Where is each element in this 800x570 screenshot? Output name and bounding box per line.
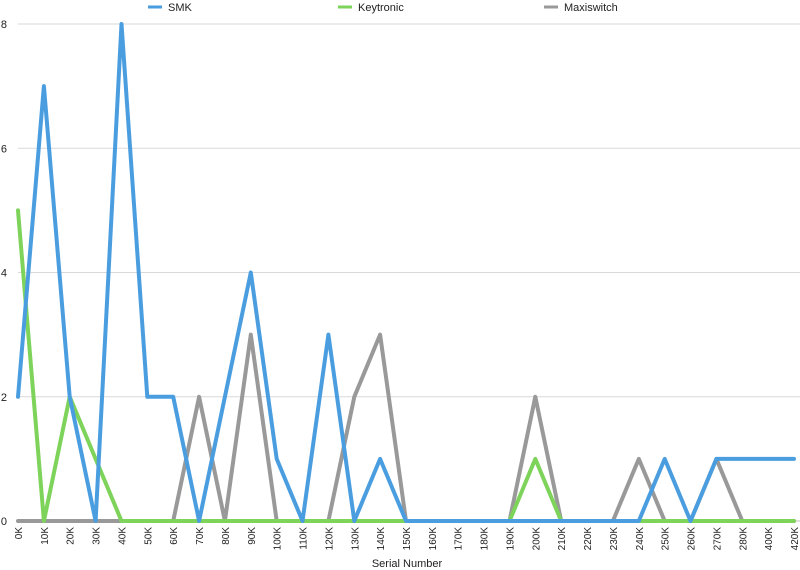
- y-tick-label: 8: [1, 19, 7, 31]
- x-tick-label: 170K: [454, 527, 465, 551]
- grid-lines: [18, 23, 800, 522]
- x-tick-label: 400K: [764, 527, 775, 551]
- x-tick-label: 90K: [247, 527, 258, 545]
- x-tick-label: 190K: [505, 527, 516, 551]
- y-tick-label: 2: [1, 392, 7, 404]
- x-tick-label: 50K: [143, 527, 154, 545]
- x-tick-label: 240K: [635, 527, 646, 551]
- y-tick-label: 0: [1, 516, 7, 528]
- x-tick-label: 120K: [324, 527, 335, 551]
- series-line-smk: [16, 22, 796, 523]
- x-tick-label: 80K: [221, 527, 232, 545]
- x-tick-label: 110K: [299, 527, 310, 550]
- x-tick-label: 280K: [738, 527, 749, 551]
- y-tick-label: 6: [1, 143, 7, 155]
- x-tick-label: 220K: [583, 527, 594, 551]
- y-axis-ticks: 0 2 4 6 8: [1, 19, 7, 528]
- x-tick-label: 40K: [117, 527, 128, 545]
- x-tick-label: 100K: [273, 527, 284, 551]
- x-tick-label: 210K: [557, 527, 568, 551]
- legend-label-maxiswitch: Maxiswitch: [564, 2, 618, 14]
- x-tick-label: 260K: [687, 527, 698, 551]
- x-tick-label: 60K: [169, 527, 180, 545]
- x-tick-label: 140K: [376, 527, 387, 551]
- legend: SMK Keytronic Maxiswitch: [148, 2, 618, 14]
- x-tick-label: 130K: [350, 527, 361, 551]
- x-tick-label: 20K: [66, 527, 77, 545]
- x-tick-label: 270K: [712, 527, 723, 551]
- x-axis-title: Serial Number: [372, 558, 443, 570]
- x-tick-label: 200K: [531, 527, 542, 551]
- series-lines: [16, 22, 796, 523]
- x-tick-label: 0K: [14, 527, 25, 540]
- x-tick-label: 150K: [402, 527, 413, 551]
- legend-label-smk: SMK: [168, 2, 193, 14]
- x-tick-label: 420K: [790, 527, 800, 551]
- x-tick-label: 30K: [92, 527, 103, 545]
- x-tick-label: 70K: [195, 527, 206, 545]
- legend-label-keytronic: Keytronic: [358, 2, 404, 14]
- x-axis-ticks: 0K 10K 20K 30K 40K 50K 60K 70K 80K 90K 100K 110K 120…: [14, 527, 800, 551]
- x-tick-label: 230K: [609, 527, 620, 551]
- y-tick-label: 4: [1, 268, 7, 280]
- series-line-keytronic: [16, 208, 796, 523]
- x-tick-label: 180K: [480, 527, 491, 551]
- x-tick-label: 250K: [661, 527, 672, 551]
- x-tick-label: 160K: [428, 527, 439, 551]
- x-tick-label: 10K: [40, 527, 51, 545]
